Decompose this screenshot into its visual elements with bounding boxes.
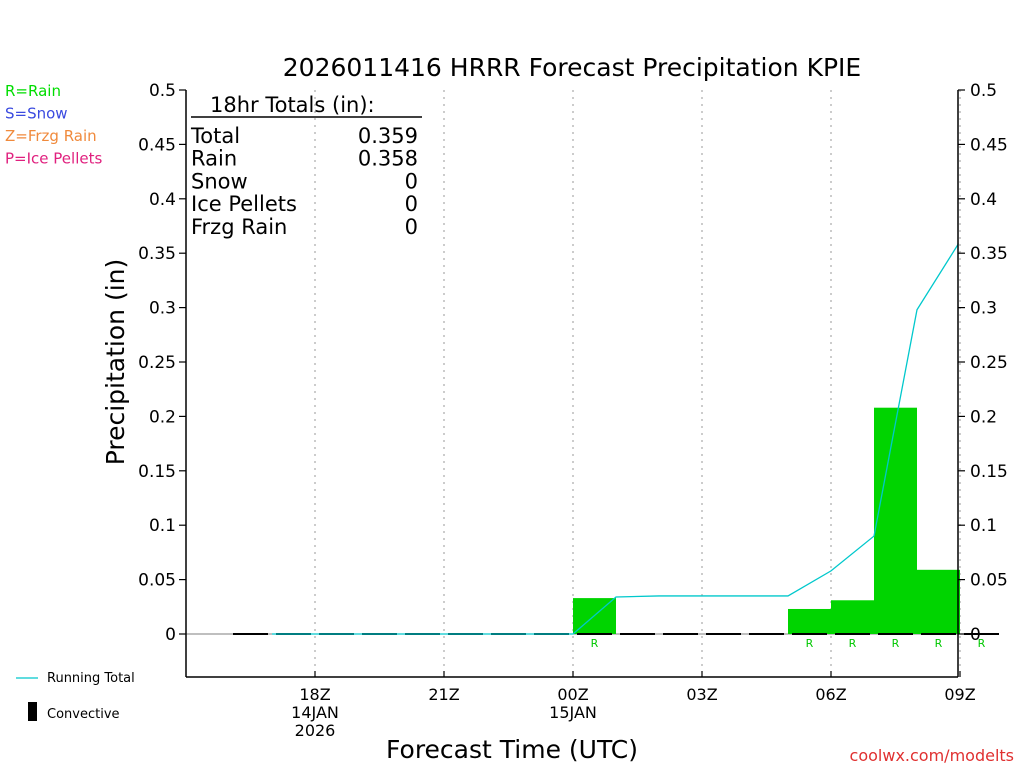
x-tick-label: 14JAN (291, 703, 339, 722)
plot-axes (185, 90, 959, 678)
totals-label-rain: Rain (191, 147, 237, 171)
totals-value-ice-pellets: 0 (405, 192, 418, 216)
legend-label-convective: Convective (47, 707, 120, 722)
rain-bar (917, 569, 960, 634)
legend-item-rain: R=Rain (5, 82, 61, 100)
ptype-marker: R (978, 637, 986, 650)
x-tick-label: 2026 (295, 721, 336, 740)
legend-label-running-total: Running Total (47, 671, 135, 686)
totals-value-rain: 0.358 (358, 147, 418, 171)
x-tick-label: 03Z (686, 685, 717, 704)
y-tick-label-right: 0.5 (970, 81, 997, 101)
chart-title: 2026011416 HRRR Forecast Precipitation K… (283, 53, 861, 82)
y-tick-label-right: 0.3 (970, 299, 997, 319)
y-tick-label-left: 0.35 (138, 244, 176, 264)
y-tick-label-right: 0.35 (970, 244, 1008, 264)
rain-bar (874, 407, 917, 634)
rain-bar (788, 608, 831, 634)
y-tick-label-left: 0.4 (149, 190, 176, 210)
y-tick-label-left: 0.45 (138, 135, 176, 155)
totals-header: 18hr Totals (in): (210, 93, 375, 117)
y-tick-label-right: 0.25 (970, 353, 1008, 373)
x-tick-label: 18Z (299, 685, 330, 704)
y-tick-label-left: 0.2 (149, 407, 176, 427)
totals-label-ice-pellets: Ice Pellets (191, 192, 297, 216)
y-tick-label-right: 0.4 (970, 190, 997, 210)
totals-label-frzg-rain: Frzg Rain (191, 215, 287, 239)
y-tick-label-left: 0.05 (138, 571, 176, 591)
totals-value-snow: 0 (405, 169, 418, 193)
x-tick-label: 06Z (815, 685, 846, 704)
y-tick-label-left: 0.25 (138, 353, 176, 373)
line-legend: Running Total Convective (16, 671, 135, 722)
y-tick-label-left: 0.1 (149, 516, 176, 536)
totals-value-total: 0.359 (358, 124, 418, 148)
legend-item-frzg-rain: Z=Frzg Rain (5, 127, 97, 145)
y-tick-label-right: 0.2 (970, 407, 997, 427)
running-total-polyline (272, 243, 959, 635)
y-axis-right-ticks: 0 0.05 0.1 0.15 0.2 0.25 0.3 0.35 0.4 0.45 0.5 (958, 81, 1008, 645)
legend-item-ice-pellets: P=Ice Pellets (5, 150, 102, 168)
totals-value-frzg-rain: 0 (405, 215, 418, 239)
y-tick-label-right: 0.45 (970, 135, 1008, 155)
y-tick-label-left: 0.5 (149, 81, 176, 101)
y-tick-label-left: 0.15 (138, 462, 176, 482)
y-tick-label-left: 0 (165, 625, 176, 645)
x-tick-label: 00Z (557, 685, 588, 704)
x-tick-label: 15JAN (549, 703, 597, 722)
ptype-marker: R (591, 637, 599, 650)
x-tick-label: 21Z (428, 685, 459, 704)
ptype-marker: R (849, 637, 857, 650)
x-axis-label: Forecast Time (UTC) (386, 735, 638, 764)
credit-text: coolwx.com/modelts (850, 746, 1014, 765)
ptype-marker: R (806, 637, 814, 650)
plot-gridlines (186, 90, 961, 677)
x-tick-label: 09Z (944, 685, 975, 704)
totals-label-total: Total (190, 124, 240, 148)
ptype-marker: R (935, 637, 943, 650)
y-axis-left-ticks: 0 0.05 0.1 0.15 0.2 0.25 0.3 0.35 0.4 0.45 0.5 (138, 81, 186, 645)
ptype-marker: R (892, 637, 900, 650)
totals-label-snow: Snow (191, 169, 248, 193)
y-tick-label-right: 0.15 (970, 462, 1008, 482)
running-total-line (272, 243, 959, 635)
legend-item-snow: S=Snow (5, 105, 68, 123)
rain-bars (573, 407, 960, 634)
convective-swatch (28, 702, 37, 721)
y-tick-label-right: 0.1 (970, 516, 997, 536)
precip-type-legend: R=Rain S=Snow Z=Frzg Rain P=Ice Pellets (5, 82, 102, 168)
y-tick-label-left: 0.3 (149, 299, 176, 319)
y-tick-label-right: 0.05 (970, 571, 1008, 591)
y-axis-label: Precipitation (in) (101, 259, 130, 466)
rain-bar (831, 600, 874, 634)
totals-box: 18hr Totals (in): Total 0.359 Rain 0.358 Sno… (190, 93, 422, 239)
y-tick-label-right: 0 (970, 625, 981, 645)
